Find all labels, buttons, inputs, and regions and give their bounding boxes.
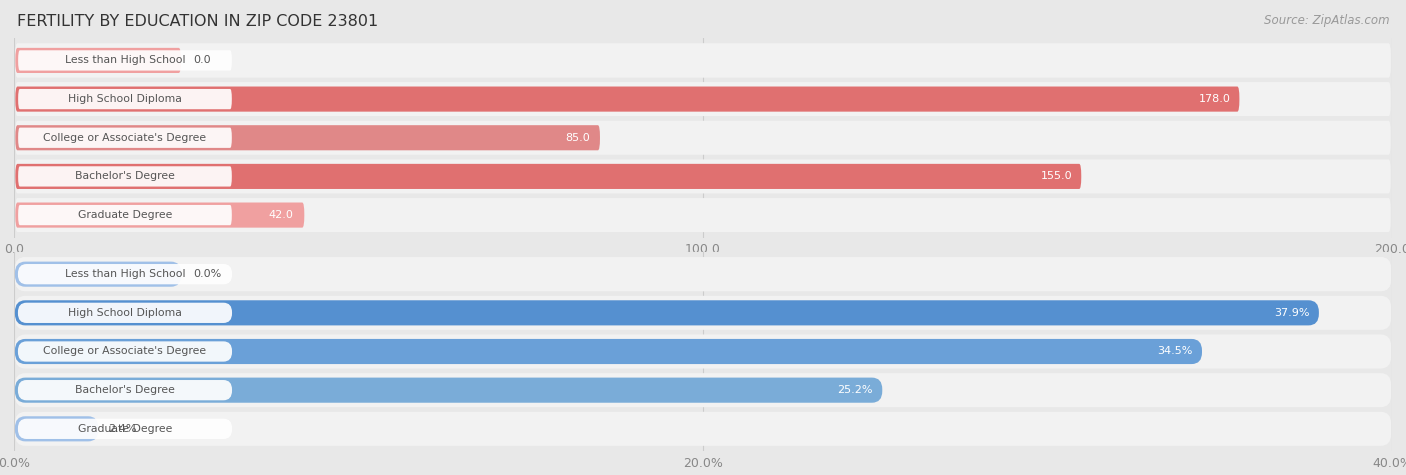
FancyBboxPatch shape xyxy=(15,373,1391,407)
Text: FERTILITY BY EDUCATION IN ZIP CODE 23801: FERTILITY BY EDUCATION IN ZIP CODE 23801 xyxy=(17,14,378,29)
FancyBboxPatch shape xyxy=(15,202,304,228)
FancyBboxPatch shape xyxy=(15,296,1391,330)
FancyBboxPatch shape xyxy=(15,43,1391,77)
FancyBboxPatch shape xyxy=(15,86,1240,112)
Text: 25.2%: 25.2% xyxy=(837,385,873,395)
Text: Less than High School: Less than High School xyxy=(65,269,186,279)
FancyBboxPatch shape xyxy=(15,378,883,403)
Text: 2.4%: 2.4% xyxy=(108,424,136,434)
FancyBboxPatch shape xyxy=(18,303,232,323)
Text: High School Diploma: High School Diploma xyxy=(67,308,181,318)
Text: 42.0: 42.0 xyxy=(269,210,294,220)
FancyBboxPatch shape xyxy=(15,164,1081,189)
FancyBboxPatch shape xyxy=(15,121,1391,155)
Text: Source: ZipAtlas.com: Source: ZipAtlas.com xyxy=(1264,14,1389,27)
Text: 178.0: 178.0 xyxy=(1199,94,1230,104)
FancyBboxPatch shape xyxy=(15,262,181,287)
FancyBboxPatch shape xyxy=(18,166,232,187)
FancyBboxPatch shape xyxy=(18,89,232,109)
Text: 0.0: 0.0 xyxy=(193,56,211,66)
FancyBboxPatch shape xyxy=(15,198,1391,232)
FancyBboxPatch shape xyxy=(18,264,232,285)
FancyBboxPatch shape xyxy=(15,257,1391,291)
Text: College or Associate's Degree: College or Associate's Degree xyxy=(44,346,207,357)
FancyBboxPatch shape xyxy=(18,128,232,148)
Text: 37.9%: 37.9% xyxy=(1274,308,1310,318)
Text: Graduate Degree: Graduate Degree xyxy=(77,424,172,434)
FancyBboxPatch shape xyxy=(15,82,1391,116)
Text: 0.0%: 0.0% xyxy=(193,269,221,279)
Text: 34.5%: 34.5% xyxy=(1157,346,1192,357)
FancyBboxPatch shape xyxy=(18,418,232,439)
FancyBboxPatch shape xyxy=(15,416,98,441)
FancyBboxPatch shape xyxy=(18,380,232,400)
Text: 85.0: 85.0 xyxy=(565,133,591,143)
FancyBboxPatch shape xyxy=(15,334,1391,369)
Text: 155.0: 155.0 xyxy=(1040,171,1073,181)
Text: College or Associate's Degree: College or Associate's Degree xyxy=(44,133,207,143)
Text: Bachelor's Degree: Bachelor's Degree xyxy=(75,385,174,395)
FancyBboxPatch shape xyxy=(15,160,1391,193)
Text: Less than High School: Less than High School xyxy=(65,56,186,66)
FancyBboxPatch shape xyxy=(15,300,1319,325)
FancyBboxPatch shape xyxy=(18,342,232,361)
FancyBboxPatch shape xyxy=(15,339,1202,364)
Text: Graduate Degree: Graduate Degree xyxy=(77,210,172,220)
FancyBboxPatch shape xyxy=(15,48,181,73)
Text: Bachelor's Degree: Bachelor's Degree xyxy=(75,171,174,181)
FancyBboxPatch shape xyxy=(18,205,232,225)
FancyBboxPatch shape xyxy=(15,412,1391,446)
Text: High School Diploma: High School Diploma xyxy=(67,94,181,104)
FancyBboxPatch shape xyxy=(15,125,600,150)
FancyBboxPatch shape xyxy=(18,50,232,71)
